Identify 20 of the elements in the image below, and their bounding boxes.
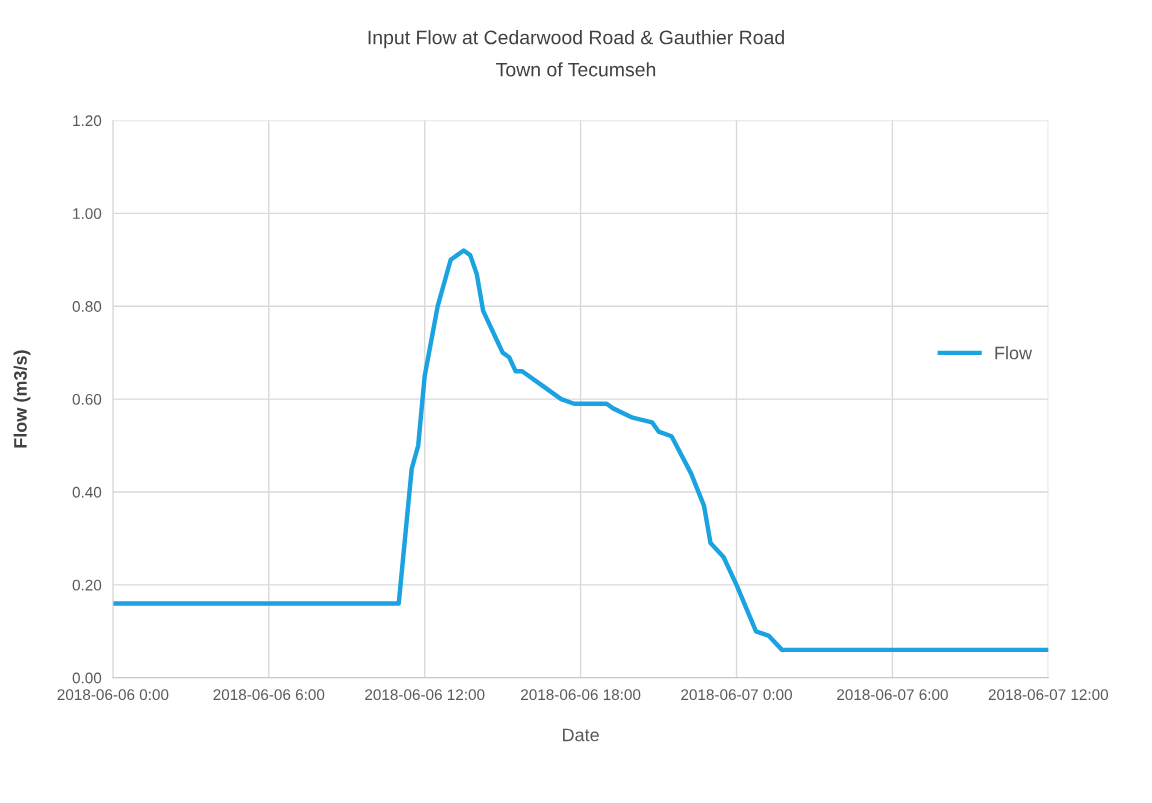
x-tick-label: 2018-06-07 6:00 (837, 689, 948, 701)
x-tick-label: 2018-06-06 18:00 (521, 689, 641, 701)
legend-label: Flow (995, 346, 1033, 360)
y-tick-label: 1.00 (73, 208, 102, 220)
x-axis-title: Date (563, 728, 599, 742)
x-tick-label: 2018-06-07 12:00 (988, 689, 1109, 701)
chart-subtitle: Town of Tecumseh (496, 62, 656, 77)
x-tick-label: 2018-06-07 0:00 (681, 689, 792, 701)
y-tick-label: 0.40 (72, 486, 102, 498)
x-tick-label: 2018-06-06 0:00 (57, 689, 169, 701)
x-tick-label: 2018-06-06 6:00 (213, 689, 325, 701)
y-tick-label: 1.20 (73, 115, 102, 127)
y-tick-label: 0.60 (72, 393, 102, 405)
x-tick-label: 2018-06-06 12:00 (365, 689, 485, 701)
y-tick-label: 0.80 (72, 301, 102, 312)
y-tick-label: 0.00 (72, 672, 102, 684)
line-series (112, 248, 1049, 653)
y-tick-label: 0.20 (72, 579, 102, 591)
chart-title: Input Flow at Cedarwood Road & Gauthier Road (368, 30, 784, 49)
y-axis-title: Flow (m3/s) (13, 350, 31, 448)
